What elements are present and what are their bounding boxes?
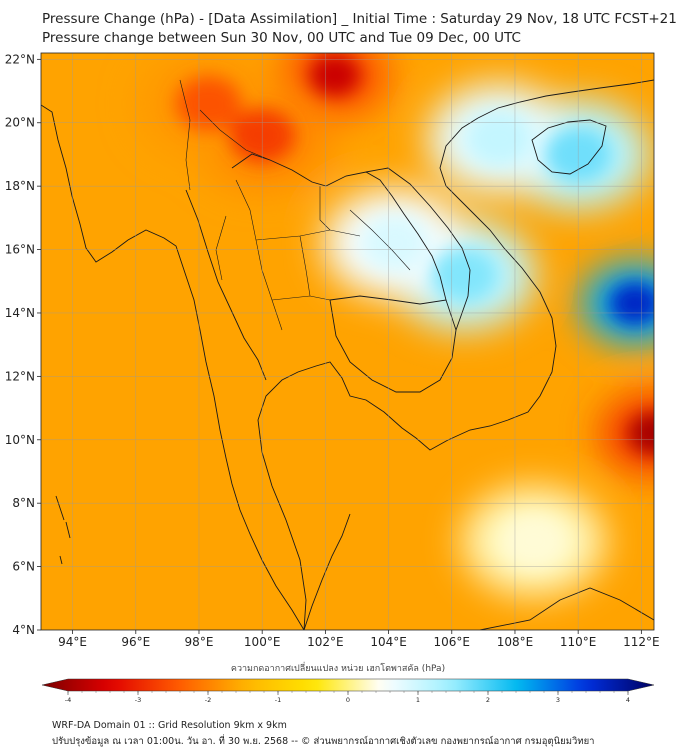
map-frame [40, 52, 655, 631]
lat-tick-label: 12°N [5, 369, 35, 383]
field-feature-core [609, 282, 654, 325]
lat-tick-label: 18°N [5, 179, 35, 193]
chart-subtitle: Pressure change between Sun 30 Nov, 00 U… [42, 30, 521, 46]
lon-ticks: 94°E 96°E 98°E 100°E 102°E 104°E 106°E 108°E 110… [58, 630, 660, 649]
field-feature-core [500, 513, 567, 569]
lat-tick-label: 14°N [5, 306, 35, 320]
colorbar-tick-label: 3 [556, 696, 560, 704]
lon-tick-label: 102°E [307, 635, 344, 649]
lon-tick-label: 104°E [370, 635, 407, 649]
lon-tick-label: 100°E [244, 635, 281, 649]
colorbar-tick-label: -3 [135, 696, 141, 704]
colorbar-tick-label: 2 [486, 696, 490, 704]
lat-tick-label: 16°N [5, 243, 35, 257]
pressure-field [41, 53, 654, 630]
thai-border-west [185, 189, 267, 381]
colorbar-tick-label: 1 [416, 696, 420, 704]
lat-tick-label: 6°N [12, 560, 35, 574]
lon-tick-label: 98°E [185, 635, 214, 649]
lon-tick-label: 108°E [497, 635, 534, 649]
field-feature-outer [599, 391, 654, 476]
andaman-islands [55, 495, 71, 565]
lon-tick-label: 94°E [58, 635, 87, 649]
field-feature-core [431, 247, 498, 303]
lat-ticks: 22°N 20°N 18°N 16°N 14°N 12°N 10°N 8°N 6°N 4°N [5, 52, 41, 637]
coastline-bay-of-bengal [41, 104, 305, 630]
colorbar-tick-label: -2 [205, 696, 211, 704]
lat-tick-label: 10°N [5, 433, 35, 447]
lon-tick-label: 106°E [434, 635, 471, 649]
footer-model-info: WRF-DA Domain 01 :: Grid Resolution 9km … [52, 720, 287, 731]
colorbar-title: ความกดอากาศเปลี่ยนแปลง หน่วย เฮกโตพาสคัล… [230, 664, 446, 674]
coastline-south-china [477, 79, 654, 119]
chart-title: Pressure Change (hPa) - [Data Assimilati… [42, 11, 676, 27]
hainan-island [531, 119, 607, 175]
cambodia-border [329, 295, 457, 393]
internal-borders [179, 79, 411, 331]
footer-credit: ปรับปรุงข้อมูล ณ เวลา 01:00น. วัน อา. ที… [52, 736, 595, 747]
colorbar-tick-label: -1 [275, 696, 281, 704]
graticule [41, 53, 654, 630]
lat-tick-label: 22°N [5, 52, 35, 66]
field-feature-core [361, 215, 428, 271]
colorbar: -4 -3 -2 -1 0 1 2 3 4 [41, 678, 655, 704]
field-feature-core [466, 111, 533, 167]
lat-tick-label: 4°N [12, 623, 35, 637]
lon-tick-label: 110°E [560, 635, 597, 649]
lon-tick-label: 96°E [121, 635, 150, 649]
colorbar-tick-label: 0 [346, 696, 350, 704]
field-feature-core [309, 54, 361, 97]
lat-tick-label: 20°N [5, 116, 35, 130]
malay-peninsula [303, 513, 351, 630]
colorbar-bar [41, 678, 655, 692]
coastlines-borders [41, 79, 654, 630]
colorbar-tick-label: 4 [626, 696, 630, 704]
colorbar-tick-label: -4 [65, 696, 71, 704]
field-feature-core [175, 76, 242, 132]
vietnam-laos-border [365, 167, 471, 331]
lat-tick-label: 8°N [12, 496, 35, 510]
colorbar-ticks: -4 -3 -2 -1 0 1 2 3 4 [65, 691, 630, 704]
lon-tick-label: 112°E [623, 635, 660, 649]
